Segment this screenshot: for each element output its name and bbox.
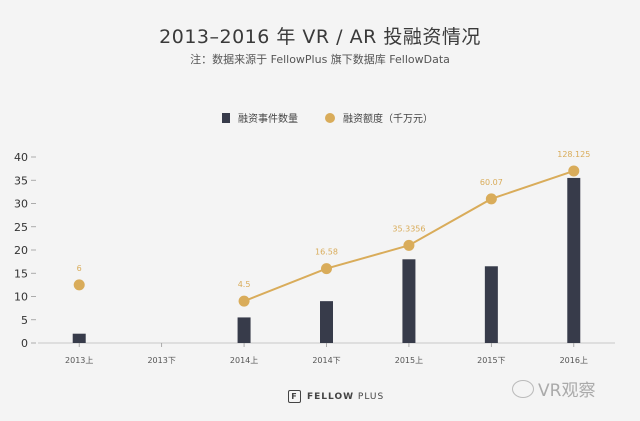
brand-strong: FELLOW [307, 391, 355, 402]
amount-data-label: 4.5 [238, 280, 251, 289]
amount-data-label: 6 [77, 264, 82, 273]
y-tick-label: 0 [21, 337, 28, 350]
bar [567, 177, 581, 343]
amount-data-label: 35.3356 [392, 224, 425, 233]
legend-label-amount: 融资额度（千万元） [343, 114, 433, 125]
x-tick-label: 2014上 [230, 356, 258, 365]
legend-item-events: 融资事件数量 [222, 110, 298, 125]
amount-point [485, 193, 497, 205]
wechat-icon [512, 379, 534, 398]
y-tick-label: 10 [14, 291, 28, 304]
fellowplus-logo-icon: F [288, 390, 301, 403]
y-tick-label: 35 [14, 174, 28, 187]
amount-point [321, 263, 332, 275]
amount-point [238, 295, 250, 307]
y-tick-label: 5 [21, 314, 28, 327]
amount-data-label: 128.125 [557, 150, 590, 159]
y-tick-label: 30 [14, 198, 28, 211]
amount-point [73, 279, 85, 291]
x-tick-label: 2013下 [147, 356, 175, 365]
y-tick-label: 20 [14, 244, 28, 257]
bar [320, 301, 333, 343]
x-tick-label: 2015上 [395, 356, 423, 365]
watermark-text: VR观察 [538, 381, 596, 401]
amount-point [403, 239, 415, 251]
amount-point [568, 165, 580, 177]
fellowplus-logo: F FELLOW PLUS [288, 390, 384, 403]
x-tick-label: 2014下 [312, 356, 340, 365]
legend-bar-swatch [222, 112, 230, 123]
bar [72, 333, 86, 343]
x-tick-label: 2015下 [477, 356, 505, 365]
bar [237, 317, 251, 343]
bar [484, 266, 498, 343]
chart-title: 2013–2016 年 VR / AR 投融资情况 [159, 26, 481, 48]
x-tick-label: 2013上 [65, 356, 93, 365]
y-tick-label: 15 [14, 267, 28, 280]
y-tick-label: 25 [14, 221, 28, 234]
watermark: VR观察 [512, 376, 595, 401]
amount-data-label: 60.07 [480, 178, 503, 187]
y-tick-label: 40 [14, 151, 28, 164]
bar [402, 259, 416, 343]
chart-subtitle: 注：数据来源于 FellowPlus 旗下数据库 FellowData [190, 53, 450, 66]
amount-data-label: 16.58 [315, 248, 338, 257]
legend-label-events: 融资事件数量 [238, 114, 298, 125]
brand-light: PLUS [357, 391, 385, 402]
legend-dot-swatch [325, 112, 335, 123]
legend-item-amount: 融资额度（千万元） [325, 110, 433, 125]
x-tick-label: 2016上 [560, 356, 588, 365]
